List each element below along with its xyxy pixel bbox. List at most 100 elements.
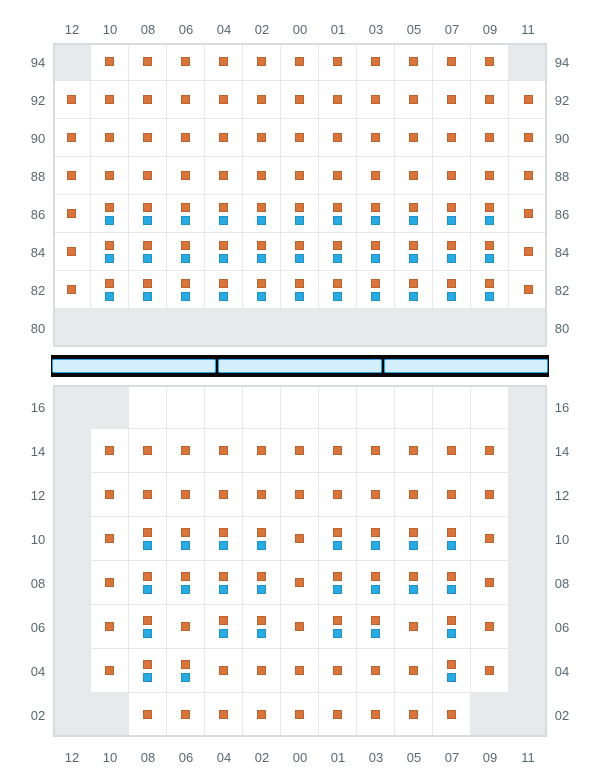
slot-cell[interactable] (509, 271, 547, 309)
slot-cell[interactable] (91, 517, 129, 561)
slot-cell[interactable] (281, 649, 319, 693)
slot-cell[interactable] (205, 649, 243, 693)
slot-cell[interactable] (357, 81, 395, 119)
slot-cell[interactable] (471, 157, 509, 195)
slot-cell[interactable] (243, 195, 281, 233)
slot-cell[interactable] (471, 385, 509, 429)
slot-cell[interactable] (471, 195, 509, 233)
slot-cell[interactable] (167, 649, 205, 693)
slot-cell[interactable] (53, 233, 91, 271)
slot-cell[interactable] (433, 517, 471, 561)
slot-cell[interactable] (395, 233, 433, 271)
slot-cell[interactable] (471, 693, 509, 737)
slot-cell[interactable] (129, 385, 167, 429)
slot-cell[interactable] (357, 561, 395, 605)
slot-cell[interactable] (243, 561, 281, 605)
slot-cell[interactable] (319, 271, 357, 309)
slot-cell[interactable] (167, 561, 205, 605)
slot-cell[interactable] (91, 43, 129, 81)
slot-cell[interactable] (129, 429, 167, 473)
slot-cell[interactable] (471, 517, 509, 561)
slot-cell[interactable] (395, 561, 433, 605)
slot-cell[interactable] (53, 649, 91, 693)
slot-cell[interactable] (471, 271, 509, 309)
slot-cell[interactable] (281, 119, 319, 157)
slot-cell[interactable] (243, 157, 281, 195)
slot-cell[interactable] (281, 473, 319, 517)
slot-cell[interactable] (281, 43, 319, 81)
slot-cell[interactable] (205, 561, 243, 605)
slot-cell[interactable] (433, 119, 471, 157)
slot-cell[interactable] (167, 119, 205, 157)
slot-cell[interactable] (243, 473, 281, 517)
slot-cell[interactable] (53, 309, 91, 347)
slot-cell[interactable] (243, 309, 281, 347)
slot-cell[interactable] (167, 157, 205, 195)
slot-cell[interactable] (167, 309, 205, 347)
slot-cell[interactable] (91, 195, 129, 233)
slot-cell[interactable] (357, 233, 395, 271)
slot-cell[interactable] (129, 473, 167, 517)
slot-cell[interactable] (53, 385, 91, 429)
slot-cell[interactable] (281, 429, 319, 473)
slot-cell[interactable] (205, 43, 243, 81)
slot-cell[interactable] (433, 309, 471, 347)
slot-cell[interactable] (53, 429, 91, 473)
slot-cell[interactable] (281, 309, 319, 347)
slot-cell[interactable] (205, 385, 243, 429)
slot-cell[interactable] (129, 195, 167, 233)
slot-cell[interactable] (205, 605, 243, 649)
slot-cell[interactable] (357, 43, 395, 81)
slot-cell[interactable] (281, 561, 319, 605)
slot-cell[interactable] (509, 43, 547, 81)
slot-cell[interactable] (357, 271, 395, 309)
slot-cell[interactable] (471, 561, 509, 605)
slot-cell[interactable] (53, 693, 91, 737)
slot-cell[interactable] (319, 561, 357, 605)
slot-cell[interactable] (129, 119, 167, 157)
slot-cell[interactable] (281, 693, 319, 737)
slot-cell[interactable] (357, 649, 395, 693)
slot-cell[interactable] (357, 473, 395, 517)
slot-cell[interactable] (433, 271, 471, 309)
slot-cell[interactable] (243, 81, 281, 119)
slot-cell[interactable] (357, 385, 395, 429)
slot-cell[interactable] (357, 157, 395, 195)
slot-cell[interactable] (205, 195, 243, 233)
slot-cell[interactable] (167, 43, 205, 81)
slot-cell[interactable] (471, 43, 509, 81)
slot-cell[interactable] (281, 517, 319, 561)
slot-cell[interactable] (509, 233, 547, 271)
slot-cell[interactable] (395, 81, 433, 119)
slot-cell[interactable] (433, 429, 471, 473)
slot-cell[interactable] (205, 517, 243, 561)
slot-cell[interactable] (395, 649, 433, 693)
slot-cell[interactable] (509, 309, 547, 347)
slot-cell[interactable] (471, 429, 509, 473)
slot-cell[interactable] (509, 385, 547, 429)
slot-cell[interactable] (129, 649, 167, 693)
slot-cell[interactable] (395, 429, 433, 473)
slot-cell[interactable] (53, 473, 91, 517)
slot-cell[interactable] (91, 429, 129, 473)
slot-cell[interactable] (395, 385, 433, 429)
slot-cell[interactable] (509, 473, 547, 517)
slot-cell[interactable] (129, 271, 167, 309)
slot-cell[interactable] (509, 119, 547, 157)
slot-cell[interactable] (243, 429, 281, 473)
slot-cell[interactable] (91, 157, 129, 195)
slot-cell[interactable] (205, 81, 243, 119)
slot-cell[interactable] (91, 233, 129, 271)
slot-cell[interactable] (395, 309, 433, 347)
slot-cell[interactable] (243, 605, 281, 649)
slot-cell[interactable] (167, 81, 205, 119)
slot-cell[interactable] (281, 233, 319, 271)
slot-cell[interactable] (205, 693, 243, 737)
slot-cell[interactable] (53, 157, 91, 195)
slot-cell[interactable] (91, 81, 129, 119)
slot-cell[interactable] (319, 605, 357, 649)
slot-cell[interactable] (129, 309, 167, 347)
slot-cell[interactable] (167, 233, 205, 271)
slot-cell[interactable] (167, 385, 205, 429)
slot-cell[interactable] (395, 605, 433, 649)
